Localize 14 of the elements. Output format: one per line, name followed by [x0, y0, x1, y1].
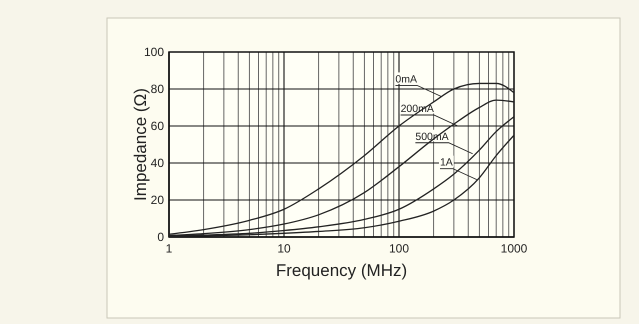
- x-axis-title: Frequency (MHz): [276, 261, 408, 280]
- y-tick-label: 80: [150, 82, 164, 96]
- y-tick-label: 100: [144, 44, 164, 59]
- y-tick-label: 20: [150, 192, 164, 207]
- y-tick-label: 0: [157, 230, 164, 244]
- y-tick-label: 60: [150, 118, 164, 133]
- x-tick-label: 1000: [500, 242, 528, 256]
- x-tick-label: 100: [388, 242, 410, 256]
- x-tick-label: 10: [277, 242, 291, 256]
- y-axis-title: Impedance (Ω): [131, 88, 150, 201]
- annotation: 0mA: [395, 73, 418, 86]
- x-tick-label: 1: [166, 242, 173, 256]
- y-tick-label: 40: [150, 156, 164, 170]
- annotation: 1A: [440, 156, 453, 169]
